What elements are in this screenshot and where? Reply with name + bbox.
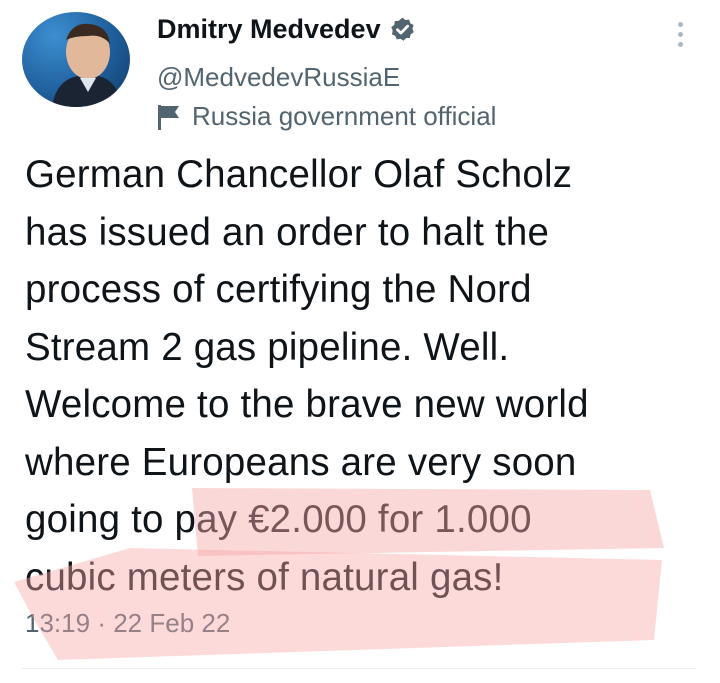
avatar[interactable] [22, 12, 130, 107]
flag-icon [156, 103, 182, 131]
author-display-name[interactable]: Dmitry Medvedev [157, 14, 381, 44]
divider [22, 668, 696, 669]
tweet-text: German Chancellor Olaf Scholz has issued… [25, 153, 589, 599]
tweet-time: 13:19 [25, 608, 91, 638]
tweet-date: 22 Feb 22 [113, 608, 231, 638]
timestamp-separator: · [97, 608, 106, 638]
author-name-row: Dmitry Medvedev [157, 14, 416, 45]
government-label[interactable]: Russia government official [156, 101, 496, 132]
author-handle[interactable]: @MedvedevRussiaE [157, 62, 401, 92]
tweet-timestamp[interactable]: 13:19 · 22 Feb 22 [25, 608, 230, 639]
verified-badge-icon [389, 16, 416, 43]
avatar-image [52, 23, 122, 107]
more-options-icon[interactable] [666, 16, 694, 52]
government-label-text: Russia government official [192, 101, 497, 131]
